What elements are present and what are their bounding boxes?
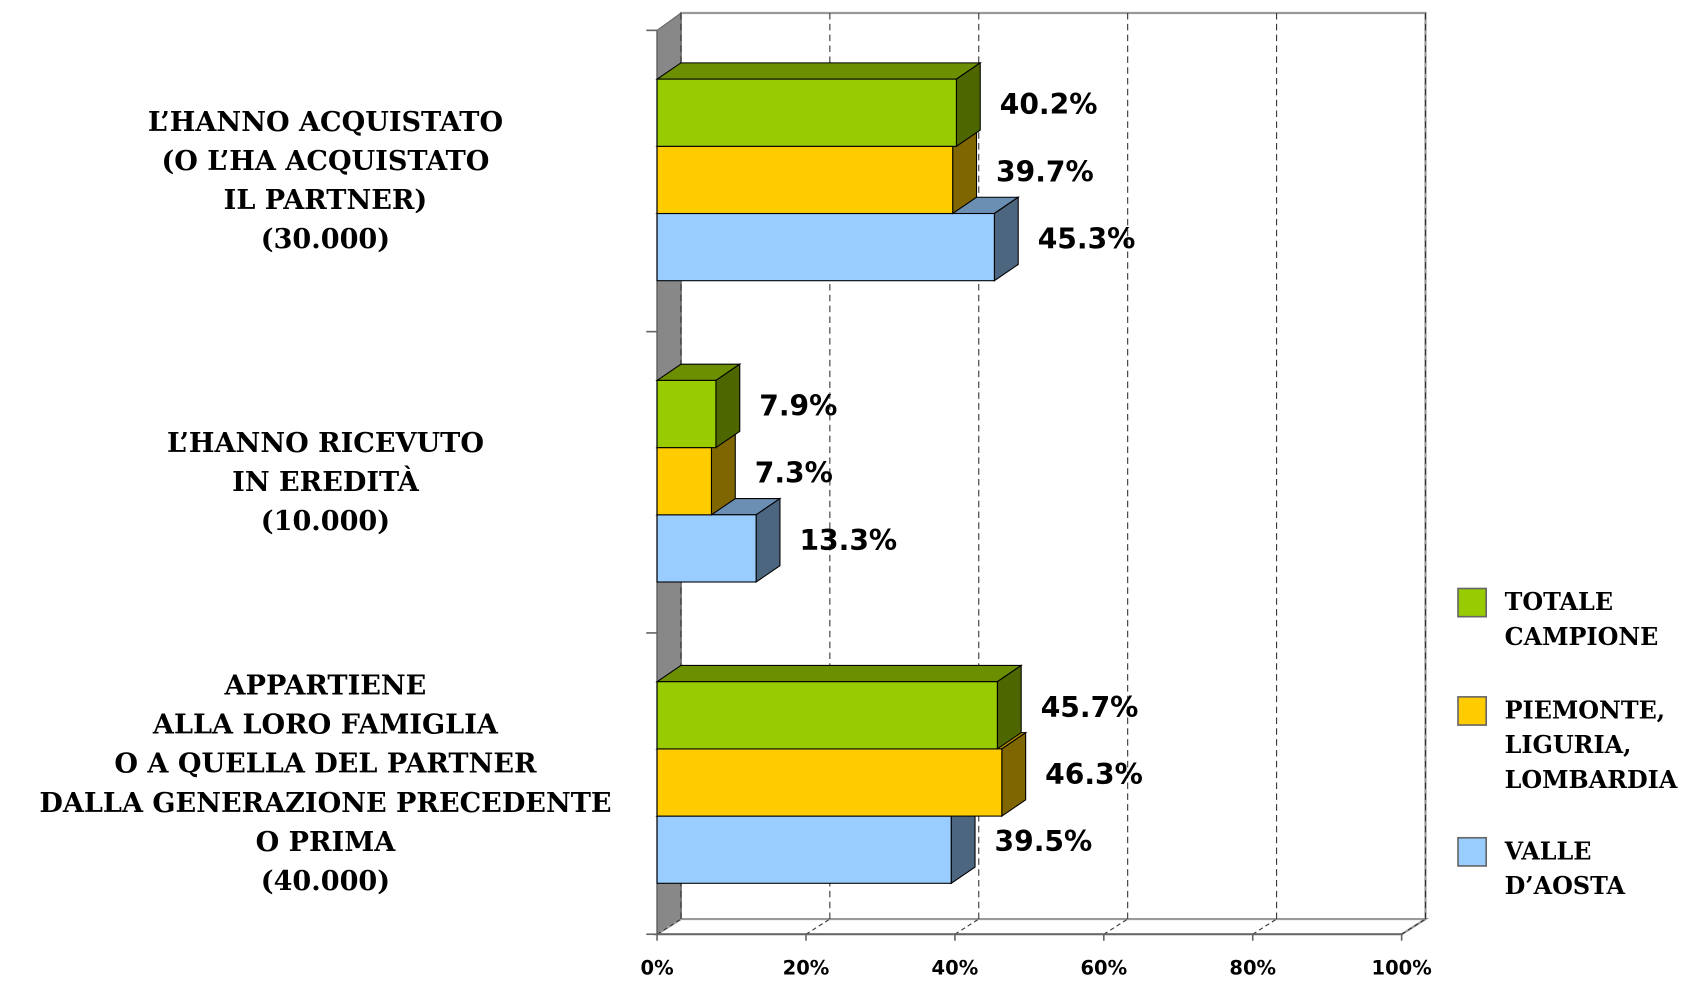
value-label: 39.5% bbox=[995, 825, 1093, 858]
value-label: 39.7% bbox=[996, 155, 1094, 188]
x-tick-label: 60% bbox=[1080, 956, 1127, 979]
legend-label: PIEMONTE, LIGURIA, LOMBARDIA bbox=[1504, 696, 1678, 795]
x-tick-label: 100% bbox=[1372, 956, 1432, 979]
floor-grid-line bbox=[1103, 918, 1128, 935]
bar bbox=[656, 514, 757, 583]
x-tick-label: 80% bbox=[1229, 956, 1276, 979]
legend-swatch bbox=[1457, 696, 1487, 726]
value-label: 45.7% bbox=[1041, 691, 1139, 724]
bar bbox=[656, 78, 957, 147]
legend-label-box: PIEMONTE, LIGURIA, LOMBARDIA bbox=[1504, 696, 1678, 795]
value-label: 13.3% bbox=[799, 524, 897, 557]
value-label: 7.9% bbox=[759, 390, 837, 423]
floor-grid-line bbox=[954, 918, 980, 935]
floor-grid-line bbox=[1252, 918, 1277, 935]
bar bbox=[656, 447, 712, 516]
category-label-box: APPARTIENE ALLA LORO FAMIGLIA O A QUELLA… bbox=[39, 669, 612, 897]
legend-label: TOTALE CAMPIONE bbox=[1504, 588, 1659, 652]
bar bbox=[656, 145, 954, 215]
legend-label-box: TOTALE CAMPIONE bbox=[1504, 588, 1659, 652]
x-tick-label: 0% bbox=[641, 956, 674, 979]
legend-swatch bbox=[1457, 836, 1487, 867]
legend-label-box: VALLE D’AOSTA bbox=[1504, 837, 1626, 901]
value-label: 45.3% bbox=[1038, 223, 1136, 256]
category-label-box: L’HANNO ACQUISTATO (O L’HA ACQUISTATO IL… bbox=[147, 106, 504, 255]
floor-grid-line bbox=[805, 918, 831, 935]
category-label: L’HANNO RICEVUTO IN EREDITÀ (10.000) bbox=[166, 427, 484, 537]
x-tick-label: 40% bbox=[932, 956, 979, 979]
category-label-box: L’HANNO RICEVUTO IN EREDITÀ (10.000) bbox=[166, 427, 484, 537]
floor-grid-line bbox=[1401, 918, 1426, 935]
category-label: APPARTIENE ALLA LORO FAMIGLIA O A QUELLA… bbox=[39, 669, 612, 897]
value-label: 7.3% bbox=[755, 457, 833, 490]
value-label: 46.3% bbox=[1045, 758, 1143, 791]
x-tick-label: 20% bbox=[783, 956, 830, 979]
bar-top bbox=[655, 62, 983, 80]
bar-top bbox=[655, 664, 1023, 683]
value-label: 40.2% bbox=[1000, 88, 1098, 121]
bar bbox=[656, 681, 998, 750]
legend-label: VALLE D’AOSTA bbox=[1504, 837, 1626, 901]
legend-swatch bbox=[1457, 587, 1487, 618]
category-label: L’HANNO ACQUISTATO (O L’HA ACQUISTATO IL… bbox=[147, 106, 504, 255]
floor-grid-line bbox=[656, 918, 682, 935]
floor bbox=[653, 917, 1430, 936]
bar bbox=[656, 379, 717, 449]
bar bbox=[656, 212, 995, 282]
bar bbox=[656, 748, 1003, 817]
bar bbox=[656, 815, 952, 884]
